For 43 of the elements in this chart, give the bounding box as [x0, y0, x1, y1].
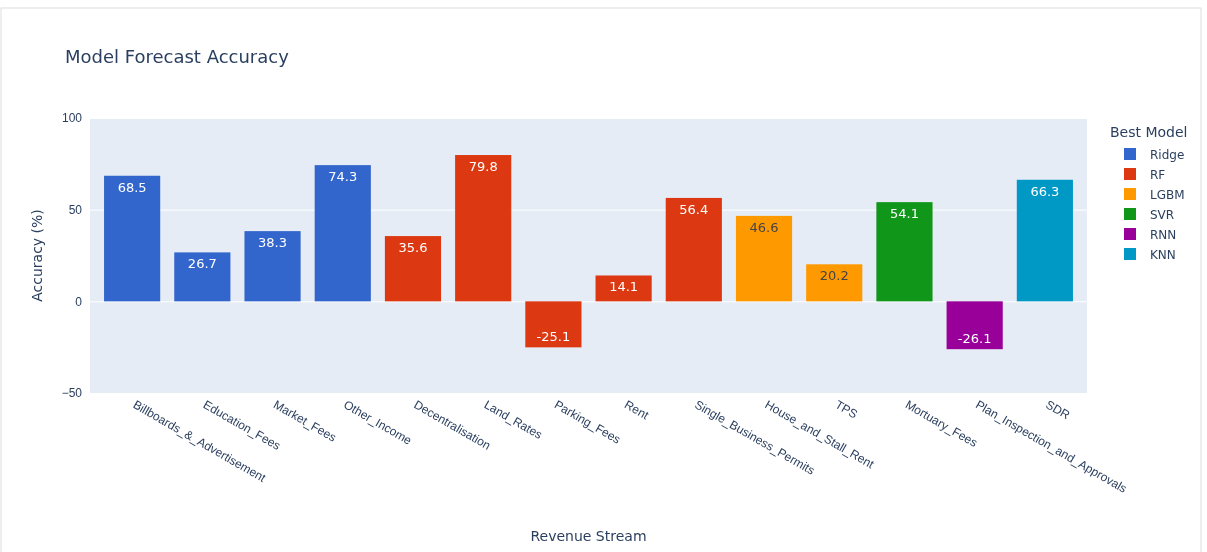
- data-label: 68.5: [117, 179, 147, 195]
- bar: [314, 165, 371, 302]
- y-tick-label: 100: [61, 111, 83, 126]
- bar: [946, 301, 1003, 350]
- data-label: 14.1: [609, 279, 639, 295]
- data-label: 26.7: [187, 256, 217, 272]
- bar: [1016, 179, 1073, 302]
- x-axis-title: Revenue Stream: [530, 528, 647, 544]
- bar: [806, 264, 863, 302]
- y-tick-label: 50: [68, 203, 83, 218]
- legend-label: SVR: [1150, 208, 1175, 222]
- legend-title: Best Model: [1110, 124, 1188, 140]
- chart-title: Model Forecast Accuracy: [65, 46, 290, 67]
- bar: [735, 215, 793, 302]
- legend-label: LGBM: [1150, 188, 1185, 202]
- x-tick-label: Rent: [622, 397, 652, 423]
- legend-label: Ridge: [1150, 148, 1185, 162]
- bar: [384, 236, 442, 302]
- data-label: 38.3: [258, 235, 288, 251]
- data-label: 66.3: [1030, 183, 1060, 199]
- legend-label: KNN: [1150, 248, 1176, 262]
- bar: [595, 275, 652, 302]
- data-label: 35.6: [398, 240, 428, 256]
- data-label: 74.3: [328, 169, 358, 185]
- y-tick-label: −50: [61, 386, 83, 401]
- bar: [174, 252, 231, 302]
- data-label: -26.1: [957, 331, 992, 347]
- bar: [665, 197, 722, 302]
- legend-label: RNN: [1150, 228, 1177, 242]
- data-label: 54.1: [889, 206, 919, 222]
- legend-label: RF: [1150, 168, 1166, 182]
- data-label: 20.2: [819, 268, 849, 284]
- bar: [455, 155, 512, 302]
- y-tick-label: 0: [75, 294, 83, 309]
- bar: [244, 231, 301, 302]
- bar: [525, 301, 582, 348]
- data-label: 46.6: [749, 219, 779, 235]
- bar: [876, 202, 933, 302]
- y-axis-title: Accuracy (%): [29, 209, 45, 302]
- data-label: -25.1: [536, 329, 571, 345]
- bar: [104, 175, 161, 302]
- data-label: 79.8: [468, 159, 498, 175]
- data-label: 56.4: [679, 201, 709, 217]
